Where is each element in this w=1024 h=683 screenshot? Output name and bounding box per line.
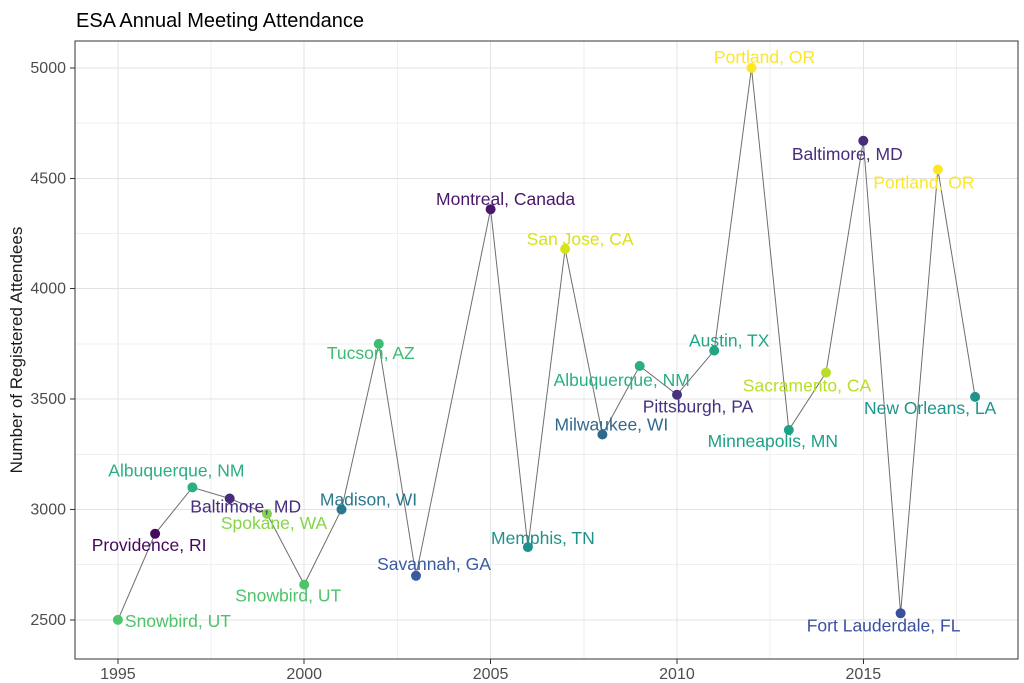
point-label: Snowbird, UT [235, 586, 341, 606]
y-tick-label: 5000 [30, 60, 66, 77]
data-point [597, 429, 608, 440]
y-tick-label: 4000 [30, 281, 66, 298]
point-label: Madison, WI [320, 490, 417, 510]
point-label: Sacramento, CA [743, 376, 872, 396]
data-point [560, 244, 571, 254]
point-labels-layer: Snowbird, UT Providence, RI Albuquerque, N… [92, 47, 997, 635]
point-label: Milwaukee, WI [555, 415, 669, 435]
y-tick-label: 2500 [30, 612, 66, 629]
data-point [485, 204, 496, 215]
y-tick-label: 3500 [30, 391, 66, 408]
point-label: Tucson, AZ [327, 343, 415, 363]
panel-border [74, 40, 1019, 660]
point-label: San Jose, CA [527, 229, 634, 249]
data-point [858, 135, 869, 146]
y-tick-label: 3000 [30, 502, 66, 519]
point-label: Albuquerque, NM [554, 370, 690, 390]
y-axis-title: Number of Registered Attendees [7, 227, 26, 474]
point-label: Memphis, TN [491, 528, 595, 548]
point-label: Baltimore, MD [792, 144, 903, 164]
axis-layer: 1995 2000 2005 2010 2015 2500 3000 3500 4000 4500… [30, 40, 1019, 683]
x-tick-label: 2000 [286, 666, 322, 683]
point-label: Providence, RI [92, 535, 207, 555]
point-label: Snowbird, UT [125, 611, 231, 631]
y-tick-label: 4500 [30, 170, 66, 187]
data-point [411, 570, 421, 581]
data-point [709, 345, 720, 356]
data-point [895, 608, 906, 619]
point-label: Fort Lauderdale, FL [807, 615, 961, 635]
data-point [746, 62, 757, 73]
data-point [672, 389, 682, 400]
point-label: Portland, OR [714, 47, 815, 67]
chart-title: ESA Annual Meeting Attendance [76, 10, 364, 32]
x-tick-label: 1995 [100, 666, 136, 683]
data-point [932, 164, 943, 175]
point-label: Pittsburgh, PA [643, 397, 754, 417]
point-label: Spokane, WA [221, 513, 328, 533]
data-point [187, 482, 198, 493]
data-point [299, 579, 310, 590]
point-label: Baltimore, MD [190, 497, 301, 517]
data-point [224, 493, 235, 504]
data-point [522, 542, 533, 553]
data-point [634, 361, 645, 371]
data-point [262, 508, 272, 519]
data-point [970, 391, 981, 402]
point-label: Savannah, GA [377, 554, 491, 574]
data-point [373, 338, 384, 349]
x-tick-label: 2015 [846, 666, 882, 683]
data-point [112, 614, 123, 625]
x-tick-label: 2010 [659, 666, 695, 683]
point-label: Minneapolis, MN [708, 431, 838, 451]
data-point [150, 528, 161, 539]
point-label: New Orleans, LA [864, 398, 997, 418]
data-point [821, 367, 831, 378]
data-point [336, 504, 347, 515]
x-tick-label: 2005 [473, 666, 509, 683]
grid-layer [75, 41, 1018, 659]
point-label: Portland, OR [873, 173, 974, 193]
point-label: Albuquerque, NM [108, 460, 244, 480]
point-label: Montreal, Canada [436, 189, 575, 209]
points-layer [112, 62, 981, 625]
data-point [783, 425, 794, 435]
point-label: Austin, TX [689, 331, 770, 351]
